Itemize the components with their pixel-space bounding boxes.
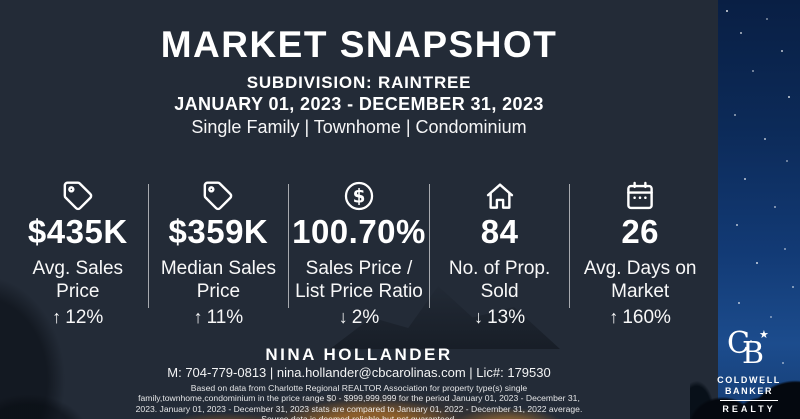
stat-label: Avg. Days on Market xyxy=(583,258,697,303)
up-arrow-icon: ↑ xyxy=(609,307,619,328)
vertical-divider xyxy=(147,184,149,308)
star-icon: ★ xyxy=(759,327,769,341)
stat-label: Median Sales Price xyxy=(160,258,276,303)
stat-value: $359K xyxy=(168,213,269,250)
stat-label: Avg. Sales Price xyxy=(32,258,124,303)
down-arrow-icon: ↓ xyxy=(338,307,348,328)
up-arrow-icon: ↑ xyxy=(52,307,62,328)
subdivision-subtitle: SUBDIVISION: RAINTREE xyxy=(246,73,472,92)
house-window-glow xyxy=(150,309,610,419)
stat-column-median-sales-price: $359K Median Sales Price ↑ 11% xyxy=(149,179,289,328)
coldwell-banker-realty-logo: C B ★ COLDWELL BANKER REALTY xyxy=(707,325,791,415)
cb-monogram-icon: C B ★ xyxy=(727,325,769,371)
brand-name: COLDWELL BANKER xyxy=(717,374,781,396)
stat-delta: ↓ 13% xyxy=(474,307,526,329)
content-area: MARKET SNAPSHOT SUBDIVISION: RAINTREE JA… xyxy=(8,24,710,419)
stat-column-properties-sold: 84 No. of Prop. Sold ↓ 13% xyxy=(430,179,570,328)
stat-column-sales-list-ratio: $ 100.70% Sales Price / List Price Ratio… xyxy=(289,179,429,328)
price-tag-icon xyxy=(204,181,233,211)
calendar-icon xyxy=(627,181,653,210)
stat-value: 100.70% xyxy=(292,213,426,250)
stat-label: Sales Price / List Price Ratio xyxy=(295,258,423,303)
up-arrow-icon: ↑ xyxy=(193,307,203,328)
stat-value: 26 xyxy=(621,213,660,250)
svg-text:$: $ xyxy=(353,187,366,208)
stat-delta: ↑ 12% xyxy=(52,307,104,329)
tree-silhouette-right xyxy=(690,314,800,419)
page-title: MARKET SNAPSHOT xyxy=(160,24,558,65)
vertical-divider xyxy=(288,184,290,308)
data-source-disclaimer: Based on data from Charlotte Regional RE… xyxy=(135,383,583,419)
stat-column-avg-sales-price: $435K Avg. Sales Price ↑ 12% xyxy=(8,179,148,328)
price-tag-icon xyxy=(63,181,93,211)
stat-value: 84 xyxy=(480,213,519,250)
brand-divider-line xyxy=(720,400,778,401)
stat-value: $435K xyxy=(27,213,128,250)
vertical-divider xyxy=(428,184,430,308)
stat-delta: ↑ 160% xyxy=(609,307,671,329)
brand-division: REALTY xyxy=(722,404,776,414)
stats-row: $435K Avg. Sales Price ↑ 12% $359K Median… xyxy=(8,179,710,328)
property-types: Single Family | Townhome | Condominium xyxy=(191,117,527,137)
dollar-circle-icon: $ xyxy=(344,181,374,211)
stat-delta: ↓ 2% xyxy=(338,307,380,329)
stat-label: No. of Prop. Sold xyxy=(448,258,551,303)
stat-column-days-on-market: 26 Avg. Days on Market ↑ 160% xyxy=(570,179,710,328)
stat-delta: ↑ 11% xyxy=(193,307,244,329)
agent-name: NINA HOLLANDER xyxy=(265,345,453,364)
date-range: JANUARY 01, 2023 - DECEMBER 31, 2023 xyxy=(174,94,544,114)
home-icon xyxy=(486,183,513,209)
down-arrow-icon: ↓ xyxy=(474,307,484,328)
stars-decoration xyxy=(726,10,728,12)
vertical-divider xyxy=(569,184,571,308)
agent-contact-line: M: 704-779-0813 | nina.hollander@cbcarol… xyxy=(167,365,551,380)
